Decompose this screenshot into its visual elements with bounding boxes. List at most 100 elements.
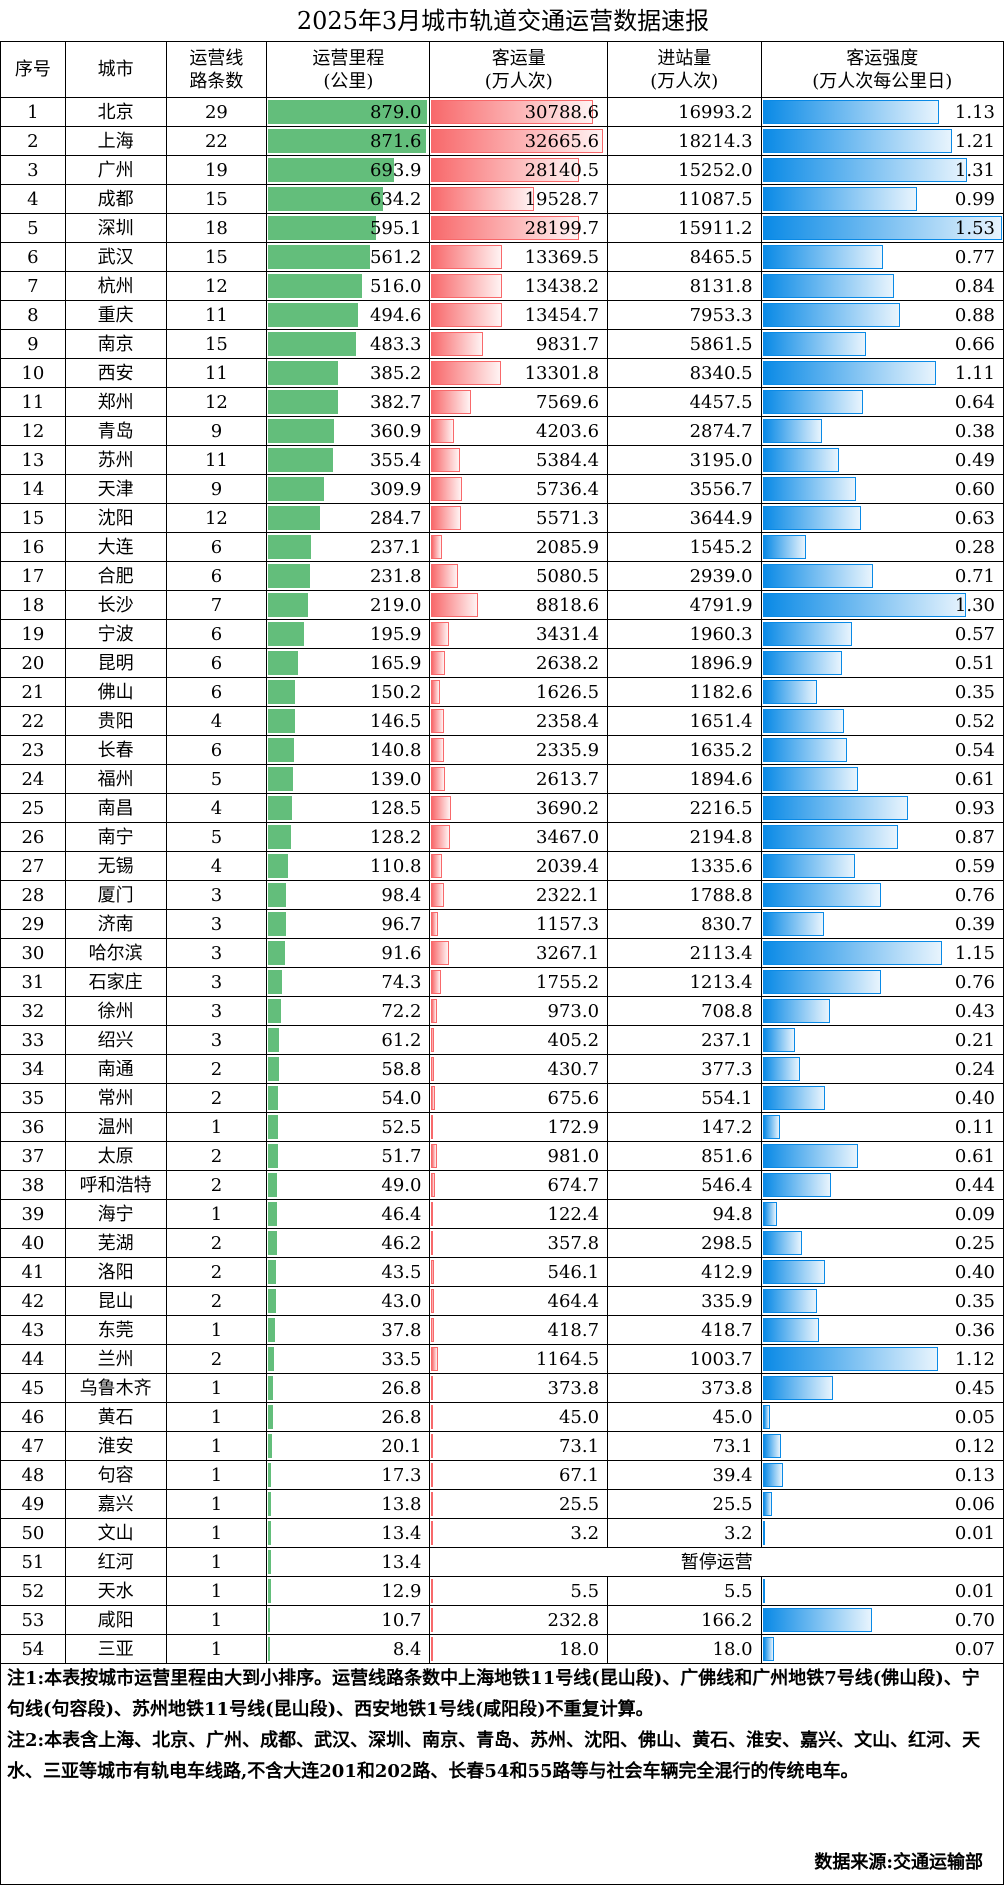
intensity-cell-bar bbox=[762, 854, 855, 878]
intensity-cell-bar bbox=[762, 970, 882, 994]
ridership-cell: 373.8 bbox=[429, 1373, 609, 1403]
mileage-cell-value: 37.8 bbox=[381, 1319, 422, 1341]
ridership-cell: 18.0 bbox=[429, 1634, 609, 1664]
entries-value: 554.1 bbox=[701, 1087, 753, 1109]
mileage-cell-value: 360.9 bbox=[369, 420, 422, 442]
table-row: 51 红河 1 13.4 暂停运营 bbox=[0, 1547, 1004, 1577]
entries-cell: 3195.0 bbox=[607, 445, 762, 475]
mileage-cell-value: 871.6 bbox=[369, 130, 422, 152]
intensity-cell: 0.84 bbox=[760, 271, 1005, 301]
entries-cell: 2194.8 bbox=[607, 822, 762, 852]
ridership-cell: 3267.1 bbox=[429, 938, 609, 968]
intensity-cell-bar bbox=[762, 1115, 780, 1139]
table-row: 31 石家庄 3 74.3 1755.2 1213.4 0.76 bbox=[0, 967, 1005, 997]
mileage-cell: 61.2 bbox=[266, 1025, 431, 1055]
entries-cell: 18.0 bbox=[607, 1634, 762, 1664]
ridership-cell-value: 2335.9 bbox=[536, 739, 600, 761]
seq-cell: 9 bbox=[0, 329, 66, 359]
mileage-cell-bar bbox=[268, 506, 320, 530]
intensity-cell-value: 0.01 bbox=[954, 1522, 995, 1544]
mileage-cell-value: 219.0 bbox=[369, 594, 422, 616]
seq-cell: 49 bbox=[0, 1489, 66, 1519]
seq-cell: 16 bbox=[0, 532, 66, 562]
city-cell: 济南 bbox=[64, 909, 167, 939]
ridership-cell: 2613.7 bbox=[429, 764, 609, 794]
table-row: 41 洛阳 2 43.5 546.1 412.9 0.40 bbox=[0, 1257, 1005, 1287]
city-cell: 苏州 bbox=[64, 445, 167, 475]
mileage-cell-value: 43.0 bbox=[381, 1290, 422, 1312]
intensity-cell-value: 1.30 bbox=[954, 594, 995, 616]
lines-cell: 3 bbox=[165, 909, 268, 939]
table-row: 18 长沙 7 219.0 8818.6 4791.9 1.30 bbox=[0, 590, 1005, 620]
entries-value: 1545.2 bbox=[689, 536, 753, 558]
ridership-cell-bar bbox=[431, 1289, 434, 1313]
city-cell: 咸阳 bbox=[64, 1605, 167, 1635]
header-mileage: 运营里程 (公里) bbox=[266, 41, 431, 98]
entries-cell: 147.2 bbox=[607, 1112, 762, 1142]
mileage-cell: 284.7 bbox=[266, 503, 431, 533]
mileage-cell-value: 355.4 bbox=[369, 449, 422, 471]
lines-cell: 2 bbox=[165, 1228, 268, 1258]
city-cell: 杭州 bbox=[64, 271, 167, 301]
mileage-cell-value: 12.9 bbox=[381, 1580, 422, 1602]
table-row: 20 昆明 6 165.9 2638.2 1896.9 0.51 bbox=[0, 648, 1005, 678]
mileage-cell-bar bbox=[268, 1173, 278, 1197]
intensity-cell: 0.45 bbox=[760, 1373, 1005, 1403]
entries-cell: 1651.4 bbox=[607, 706, 762, 736]
ridership-cell: 3467.0 bbox=[429, 822, 609, 852]
mileage-cell: 8.4 bbox=[266, 1634, 431, 1664]
mileage-cell-value: 146.5 bbox=[369, 710, 422, 732]
header-city: 城市 bbox=[64, 41, 167, 98]
entries-cell: 3644.9 bbox=[607, 503, 762, 533]
intensity-cell-value: 0.43 bbox=[954, 1000, 995, 1022]
ridership-cell-value: 973.0 bbox=[547, 1000, 600, 1022]
mileage-cell-bar bbox=[268, 767, 294, 791]
lines-cell: 1 bbox=[165, 1431, 268, 1461]
ridership-cell-value: 13454.7 bbox=[524, 304, 600, 326]
city-cell: 昆山 bbox=[64, 1286, 167, 1316]
entries-cell: 412.9 bbox=[607, 1257, 762, 1287]
mileage-cell: 219.0 bbox=[266, 590, 431, 620]
mileage-cell: 26.8 bbox=[266, 1373, 431, 1403]
table-row: 40 芜湖 2 46.2 357.8 298.5 0.25 bbox=[0, 1228, 1005, 1258]
intensity-cell-value: 0.57 bbox=[954, 623, 995, 645]
entries-cell: 418.7 bbox=[607, 1315, 762, 1345]
ridership-cell-bar bbox=[431, 1405, 434, 1429]
ridership-cell-value: 67.1 bbox=[558, 1464, 600, 1486]
data-source: 数据来源:交通运输部 bbox=[814, 1852, 983, 1873]
intensity-cell-value: 0.21 bbox=[954, 1029, 995, 1051]
ridership-cell-bar bbox=[431, 854, 443, 878]
intensity-cell-bar bbox=[762, 709, 844, 733]
entries-value: 1896.9 bbox=[689, 652, 753, 674]
mileage-cell-bar bbox=[268, 970, 282, 994]
table-body: 1 北京 29 879.0 30788.6 16993.2 1.13 2 上海 22 871.6 32… bbox=[0, 97, 1005, 1664]
entries-cell: 1960.3 bbox=[607, 619, 762, 649]
intensity-cell-bar bbox=[762, 448, 840, 472]
entries-value: 18214.3 bbox=[678, 130, 753, 152]
mileage-cell-value: 165.9 bbox=[369, 652, 422, 674]
ridership-cell-value: 1755.2 bbox=[536, 971, 600, 993]
lines-cell: 6 bbox=[165, 648, 268, 678]
mileage-cell: 309.9 bbox=[266, 474, 431, 504]
entries-value: 18.0 bbox=[712, 1638, 753, 1660]
intensity-cell: 0.88 bbox=[760, 300, 1005, 330]
mileage-cell-value: 13.4 bbox=[381, 1522, 422, 1544]
intensity-cell-value: 1.21 bbox=[954, 130, 995, 152]
mileage-cell-bar bbox=[268, 1521, 271, 1545]
mileage-cell-value: 634.2 bbox=[369, 188, 422, 210]
ridership-cell-bar bbox=[431, 709, 444, 733]
ridership-cell: 418.7 bbox=[429, 1315, 609, 1345]
mileage-cell-value: 195.9 bbox=[369, 623, 422, 645]
mileage-cell-value: 20.1 bbox=[381, 1435, 422, 1457]
ridership-cell-bar bbox=[431, 390, 472, 414]
intensity-cell: 0.39 bbox=[760, 909, 1005, 939]
entries-cell: 5.5 bbox=[607, 1576, 762, 1606]
ridership-cell-value: 2613.7 bbox=[536, 768, 600, 790]
entries-value: 373.8 bbox=[701, 1377, 753, 1399]
mileage-cell: 10.7 bbox=[266, 1605, 431, 1635]
ridership-cell: 546.1 bbox=[429, 1257, 609, 1287]
intensity-cell: 0.59 bbox=[760, 851, 1005, 881]
intensity-cell-value: 0.59 bbox=[954, 855, 995, 877]
header-ridership: 客运量 (万人次) bbox=[429, 41, 609, 98]
seq-cell: 4 bbox=[0, 184, 66, 214]
